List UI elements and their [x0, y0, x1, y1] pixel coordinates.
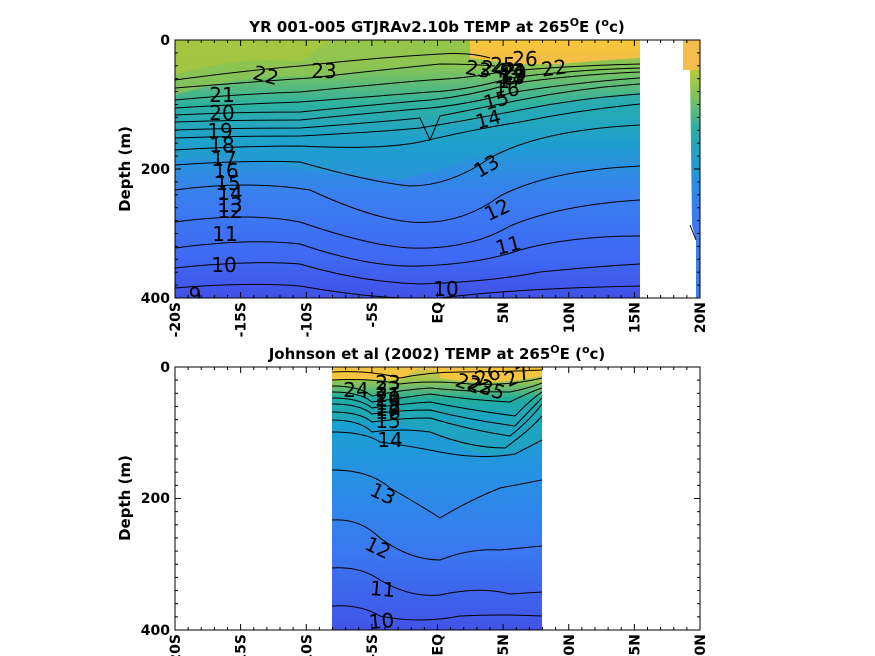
x-tick-label: 5N: [496, 634, 512, 655]
panel2-ticks: [174, 366, 701, 631]
x-tick-label: 5N: [496, 302, 512, 323]
x-tick-label: -15S: [234, 302, 250, 337]
panel-observed-temp: Johnson et al (2002) TEMP at 265OE (oc): [116, 343, 709, 656]
clabel: 19: [500, 63, 525, 87]
x-tick-label: 10N: [562, 634, 578, 656]
panel2-ytick: 400: [141, 623, 170, 639]
x-tick-label: 15N: [627, 634, 643, 656]
panel1-ticks: [174, 39, 701, 299]
panel1-contour-labels: 22 23 21 20 19 18 17 16 15 14 13 12 11 1…: [189, 47, 569, 307]
clabel: 16: [213, 159, 238, 183]
clabel: 10: [211, 253, 236, 277]
panel2-contours: [332, 369, 542, 621]
panel1-ytick: 200: [141, 162, 170, 178]
clabel: 21: [209, 83, 234, 107]
clabel: 18: [375, 394, 400, 418]
clabel: 11: [369, 576, 396, 602]
clabel: 16: [494, 77, 519, 101]
panel2-ytick: 200: [141, 491, 170, 507]
clabel: 22: [375, 377, 400, 401]
clabel: 11: [212, 222, 237, 246]
clabel: 15: [215, 171, 240, 195]
x-tick-label: -20S: [168, 302, 184, 337]
clabel: 16: [375, 400, 400, 424]
clabel: 17: [211, 147, 236, 171]
clabel: 18: [209, 133, 234, 157]
panel1-y-axis: Depth (m) 0 200 400: [116, 33, 170, 307]
panel2-x-axis: -20S -15S -10S -5S EQ 5N 10N 15N 20N: [168, 634, 709, 656]
clabel: 18: [499, 65, 524, 89]
clabel: 13: [217, 193, 242, 217]
clabel: 12: [217, 199, 242, 223]
x-tick-label: -10S: [299, 302, 315, 337]
x-tick-label: -5S: [365, 302, 381, 328]
clabel: 15: [375, 409, 400, 433]
clabel: 9: [189, 283, 202, 307]
panel-model-temp: YR 001-005 GTJRAv2.10b TEMP at 265OE (oc…: [116, 16, 709, 337]
panel1-ytick: 0: [160, 33, 170, 49]
panel1-edge-slice: [683, 40, 700, 298]
panel1-contours: [175, 53, 640, 298]
x-tick-label: EQ: [431, 302, 447, 324]
clabel: 19: [207, 119, 232, 143]
clabel: 23: [464, 55, 493, 83]
panel2-title: Johnson et al (2002) TEMP at 265OE (oc): [268, 343, 606, 363]
clabel: 23: [375, 371, 400, 395]
clabel: 21: [375, 383, 400, 407]
panel1-x-axis: -20S -15S -10S -5S EQ 5N 10N 15N 20N: [168, 302, 709, 337]
clabel: 17: [497, 69, 522, 93]
clabel: 24: [479, 55, 508, 83]
clabel: 23: [311, 59, 336, 83]
x-tick-label: 20N: [693, 302, 709, 333]
panel1-field: 22 23 21 20 19 18 17 16 15 14 13 12 11 1…: [175, 40, 640, 307]
panel2-field: 24 23 22 21 20 19 18 17 16 15 14 13 12 1…: [332, 367, 542, 634]
panel1-ytick: 400: [141, 291, 170, 307]
x-tick-label: -20S: [168, 634, 184, 656]
clabel: 24: [343, 378, 368, 402]
clabel: 10: [368, 608, 395, 634]
clabel: 20: [209, 101, 234, 125]
x-tick-label: -10S: [299, 634, 315, 656]
panel2-ylabel: Depth (m): [116, 455, 134, 541]
clabel: 17: [375, 397, 400, 421]
clabel: 14: [377, 428, 402, 452]
clabel: 22: [540, 54, 569, 81]
x-tick-label: -5S: [365, 634, 381, 656]
panel2-y-axis: Depth (m) 0 200 400: [116, 360, 170, 639]
clabel: 21: [501, 59, 526, 83]
clabel: 14: [217, 181, 242, 205]
panel1-title: YR 001-005 GTJRAv2.10b TEMP at 265OE (oc…: [248, 16, 624, 36]
x-tick-label: 20N: [693, 634, 709, 656]
x-tick-label: -15S: [234, 634, 250, 656]
clabel: 10: [433, 277, 458, 301]
panel1-ylabel: Depth (m): [116, 126, 134, 212]
clabel: 20: [501, 61, 526, 85]
panel2-ytick: 0: [160, 360, 170, 376]
x-tick-label: EQ: [431, 634, 447, 656]
x-tick-label: 10N: [562, 302, 578, 333]
clabel: 20: [375, 387, 400, 411]
clabel: 19: [375, 391, 400, 415]
clabel: 26: [512, 47, 537, 71]
clabel: 25: [490, 53, 515, 77]
x-tick-label: 15N: [627, 302, 643, 333]
